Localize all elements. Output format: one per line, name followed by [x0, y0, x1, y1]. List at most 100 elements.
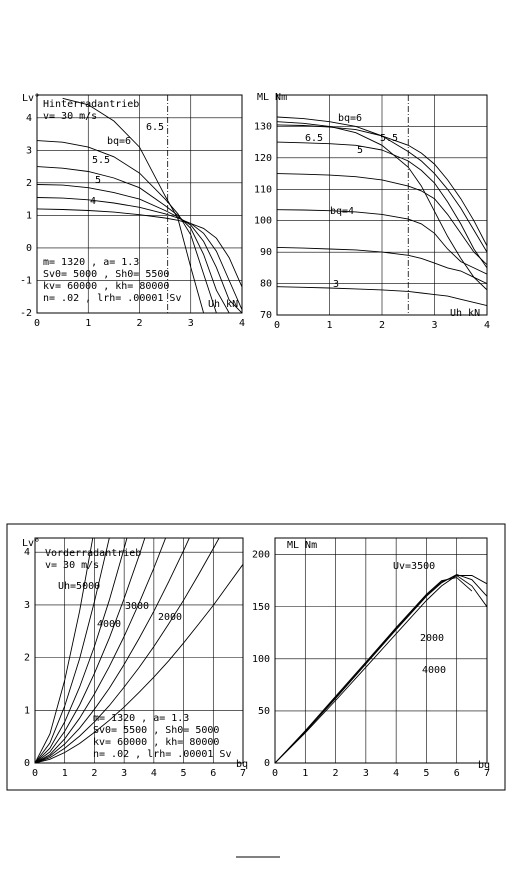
curve-label: 2000 [420, 633, 444, 644]
curve-label: 4000 [97, 619, 121, 630]
curve [35, 538, 220, 763]
y-tick-label: 0 [264, 758, 270, 769]
curve [277, 116, 487, 253]
curve-label: 5.5 [380, 133, 398, 144]
y-axis-label: Lv° [22, 538, 40, 549]
annotation: Sv0= 5000 , Sh0= 5500 [43, 269, 169, 280]
x-tick-label: 3 [363, 768, 369, 779]
x-tick-label: 6 [210, 768, 216, 779]
curve-label: 5 [357, 145, 363, 156]
x-tick-label: 4 [239, 318, 245, 329]
x-tick-label: 0 [274, 320, 280, 331]
curve-label: Uh=5000 [58, 581, 100, 592]
x-axis-label: Uh kN [450, 308, 480, 319]
annotation: m= 1320 , a= 1.3 [43, 257, 139, 268]
x-axis-label: bq [478, 760, 490, 771]
x-tick-label: 0 [272, 768, 278, 779]
curve-label: 5 [95, 175, 101, 186]
annotation: kv= 60000 , kh= 80000 [93, 737, 219, 748]
curve [35, 538, 190, 763]
chart-subtitle: v= 30 m/s [43, 111, 97, 122]
y-axis-label: ML Nm [257, 92, 287, 103]
y-tick-label: 80 [260, 279, 272, 290]
curve-label: 4000 [422, 665, 446, 676]
curve [277, 173, 487, 266]
y-tick-label: 1 [26, 210, 32, 221]
x-tick-label: 2 [333, 768, 339, 779]
x-tick-label: 2 [136, 318, 142, 329]
curve [37, 208, 242, 288]
curve-label: 5.5 [92, 155, 110, 166]
x-tick-label: 7 [484, 768, 490, 779]
x-axis-label: Uh kN [208, 299, 238, 310]
curve [37, 184, 242, 313]
annotation: m= 1320 , a= 1.3 [93, 713, 189, 724]
curve [277, 124, 487, 247]
curve [277, 141, 487, 269]
annotation: n= .02 , lrh= .00001 Sv [93, 749, 231, 760]
y-tick-label: 150 [252, 602, 270, 613]
y-tick-label: 120 [254, 153, 272, 164]
x-tick-label: 0 [32, 768, 38, 779]
curve [277, 121, 487, 291]
x-tick-label: 3 [431, 320, 437, 331]
x-tick-label: 4 [393, 768, 399, 779]
y-axis-label: ML Nm [287, 540, 317, 551]
x-tick-label: 1 [326, 320, 332, 331]
y-tick-label: 0 [24, 758, 30, 769]
y-tick-label: -2 [20, 308, 32, 319]
x-tick-label: 7 [240, 768, 246, 779]
curve-label: bq=6 [338, 113, 362, 124]
x-tick-label: 2 [91, 768, 97, 779]
y-tick-label: 4 [26, 113, 32, 124]
curve [35, 538, 146, 763]
curve [37, 197, 242, 310]
curve [37, 166, 230, 313]
chart-title: Hinterradantrieb [43, 99, 139, 110]
curve-label: 3 [333, 279, 339, 290]
x-tick-label: 1 [302, 768, 308, 779]
curve [277, 286, 487, 307]
y-tick-label: 3 [24, 600, 30, 611]
y-tick-label: 100 [254, 216, 272, 227]
curve [277, 246, 487, 285]
curve [35, 538, 94, 763]
y-tick-label: 110 [254, 184, 272, 195]
y-tick-label: 70 [260, 310, 272, 321]
curve-label: 6.5 [146, 122, 164, 133]
y-tick-label: 0 [26, 243, 32, 254]
curve [37, 140, 217, 313]
y-tick-label: 50 [258, 706, 270, 717]
annotation: n= .02 , lrh= .00001 Sv [43, 293, 181, 304]
x-tick-label: 3 [121, 768, 127, 779]
chart-subtitle: v= 30 m/s [45, 560, 99, 571]
curve-label: 2000 [158, 612, 182, 623]
curve [277, 209, 487, 275]
y-tick-label: 200 [252, 550, 270, 561]
annotation: Sv0= 5500 , Sh0= 5000 [93, 725, 219, 736]
curve [35, 538, 110, 763]
y-tick-label: 130 [254, 121, 272, 132]
curve-label: bq=4 [330, 206, 354, 217]
x-tick-label: 2 [379, 320, 385, 331]
x-tick-label: 5 [181, 768, 187, 779]
y-tick-label: 90 [260, 247, 272, 258]
curve [35, 564, 243, 763]
y-tick-label: -1 [20, 275, 32, 286]
curve [275, 575, 487, 763]
curve [35, 538, 128, 763]
annotation: kv= 60000 , kh= 80000 [43, 281, 169, 292]
y-tick-label: 100 [252, 654, 270, 665]
curve-label: 3000 [125, 601, 149, 612]
curve [275, 574, 487, 763]
y-axis-label: Lv° [22, 93, 40, 104]
curve [35, 538, 167, 763]
y-tick-label: 4 [24, 547, 30, 558]
x-tick-label: 6 [454, 768, 460, 779]
curve-label: bq=6 [107, 136, 131, 147]
curve-label: Uv=3500 [393, 561, 435, 572]
y-tick-label: 1 [24, 705, 30, 716]
x-tick-label: 4 [484, 320, 490, 331]
y-tick-label: 2 [26, 178, 32, 189]
